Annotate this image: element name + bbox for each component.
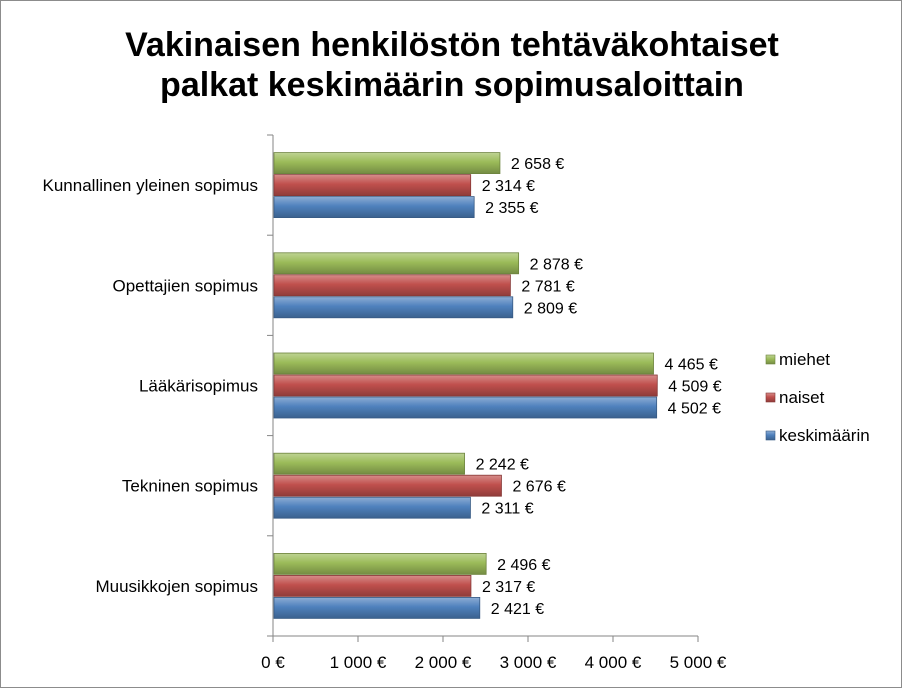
category-label: Tekninen sopimus	[122, 477, 258, 496]
data-label: 2 317 €	[482, 579, 535, 596]
legend-swatch	[765, 392, 776, 403]
data-label: 2 311 €	[481, 501, 533, 518]
bar-miehet	[273, 152, 501, 175]
x-tick-label: 3 000 €	[500, 653, 557, 672]
bar-keskimäärin	[273, 196, 475, 219]
x-tick-label: 1 000 €	[330, 653, 387, 672]
bar-miehet	[273, 252, 520, 275]
legend-swatch	[765, 354, 776, 365]
data-label: 4 465 €	[665, 357, 718, 374]
x-tick-label: 4 000 €	[585, 653, 642, 672]
data-label: 2 355 €	[485, 200, 538, 217]
data-label: 2 658 €	[511, 156, 564, 173]
x-tick-label: 2 000 €	[415, 653, 472, 672]
x-tick-label: 5 000 €	[670, 653, 727, 672]
data-label: 4 509 €	[668, 379, 721, 396]
bar-naiset	[273, 474, 502, 497]
x-tick-label: 0 €	[261, 653, 285, 672]
bar-naiset	[273, 274, 511, 297]
data-label: 2 314 €	[482, 178, 535, 195]
data-label: 2 878 €	[530, 256, 583, 273]
category-label: Lääkärisopimus	[139, 377, 258, 396]
legend-swatch	[765, 430, 776, 441]
bar-miehet	[273, 452, 465, 475]
bar-keskimäärin	[273, 296, 514, 319]
legend-label: keskimäärin	[779, 426, 870, 445]
data-label: 2 781 €	[521, 278, 574, 295]
legend-label: miehet	[779, 350, 830, 369]
data-label: 4 502 €	[668, 401, 721, 418]
legend-label: naiset	[779, 388, 825, 407]
category-label: Muusikkojen sopimus	[95, 577, 258, 596]
bar-miehet	[273, 553, 487, 575]
data-label: 2 676 €	[512, 479, 565, 496]
category-label: Opettajien sopimus	[112, 276, 258, 295]
data-label: 2 496 €	[497, 557, 550, 574]
bar-naiset	[273, 374, 658, 397]
data-label: 2 421 €	[491, 601, 544, 618]
data-label: 2 809 €	[524, 300, 577, 317]
bar-keskimäärin	[273, 496, 471, 519]
data-label: 2 242 €	[476, 457, 529, 474]
bar-miehet	[273, 352, 654, 375]
bar-naiset	[273, 174, 472, 197]
bar-keskimäärin	[273, 597, 481, 619]
chart-title-line: palkat keskimäärin sopimusaloittain	[160, 66, 744, 104]
category-label: Kunnallinen yleinen sopimus	[43, 176, 258, 195]
bar-keskimäärin	[273, 396, 658, 419]
chart-title-line: Vakinaisen henkilöstön tehtäväkohtaiset	[125, 26, 779, 64]
bar-naiset	[273, 575, 472, 597]
